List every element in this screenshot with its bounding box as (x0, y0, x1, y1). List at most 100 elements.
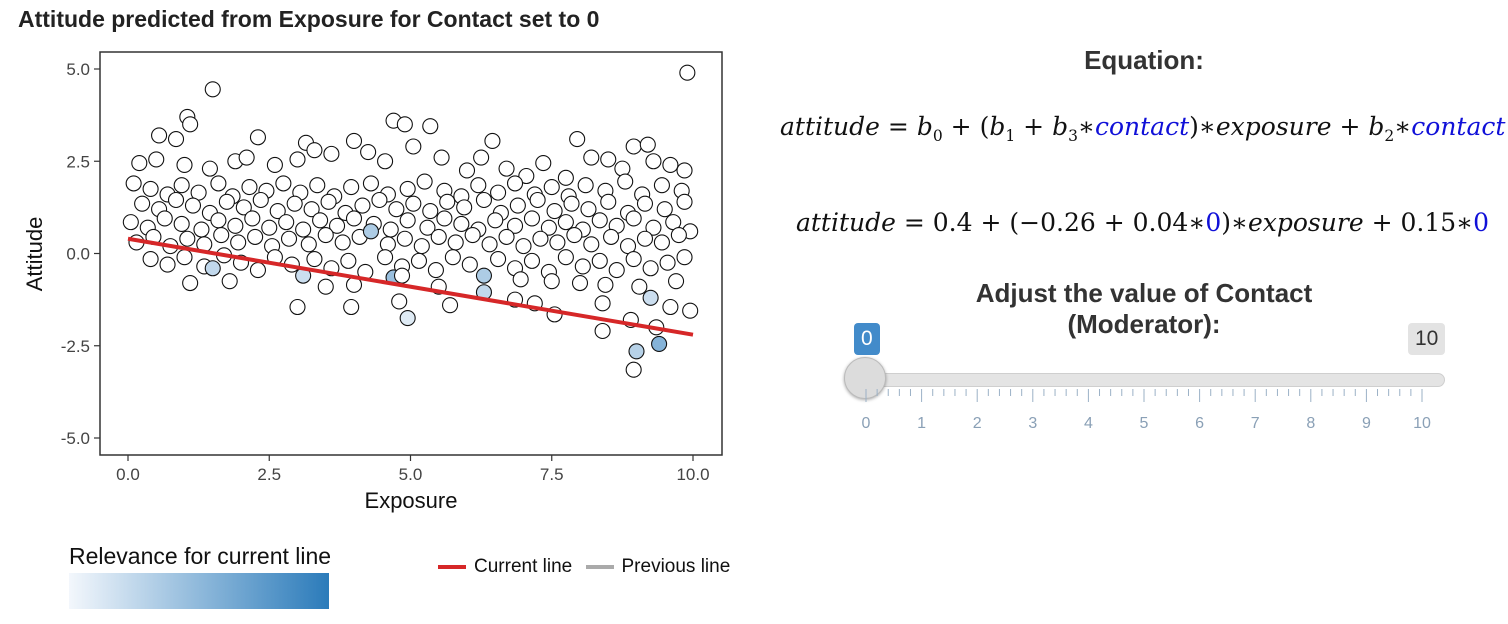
slider-tick-label: 6 (1195, 415, 1204, 432)
eq-times: ∗ (1198, 112, 1216, 141)
data-point (639, 136, 656, 153)
y-axis: -5.0 -2.5 0.0 2.5 5.0 (61, 60, 100, 448)
data-point (159, 256, 176, 273)
data-point (238, 149, 255, 166)
data-point (391, 293, 408, 310)
eq-times: ∗ (1230, 208, 1248, 237)
x-axis-label: Exposure (365, 488, 458, 513)
data-point (235, 199, 252, 216)
data-point (422, 118, 439, 135)
data-point (625, 361, 642, 378)
eq-open-paren: ( (979, 112, 990, 141)
color-legend-gradient (69, 573, 329, 609)
x-tick-label: 2.5 (257, 465, 281, 484)
data-point (280, 230, 298, 247)
data-point (458, 162, 476, 179)
eq-predictor: exposure (1215, 112, 1332, 141)
data-point (303, 201, 320, 218)
data-point (340, 252, 357, 269)
x-axis: 0.0 2.5 5.0 7.5 10.0 (116, 455, 710, 484)
slider-tick-label: 10 (1413, 415, 1431, 432)
eq-b2-sub: 2 (1384, 127, 1395, 145)
eq-plus: + (1023, 112, 1045, 141)
eq-open-paren: ( (1009, 208, 1020, 237)
data-point (642, 289, 659, 306)
data-point (328, 217, 346, 234)
data-point (182, 116, 199, 133)
data-point (286, 195, 303, 212)
data-point (529, 191, 546, 209)
eq-moderator-value: 0 (1473, 208, 1490, 237)
data-point (345, 132, 363, 150)
data-point (490, 184, 507, 201)
data-point (269, 203, 286, 220)
data-point (221, 273, 238, 290)
data-point (523, 252, 541, 269)
data-point (603, 228, 620, 245)
x-tick-label: 0.0 (116, 465, 140, 484)
data-point (343, 298, 360, 316)
data-point (461, 256, 478, 273)
data-point (617, 173, 634, 190)
data-point (645, 219, 662, 236)
data-point (151, 127, 168, 144)
slider-handle[interactable] (844, 357, 886, 399)
equation-numeric: attitude = 0.4 + (−0.26 + 0.04∗0)∗exposu… (780, 208, 1505, 237)
data-point (413, 238, 430, 255)
data-point (430, 228, 447, 245)
data-point (662, 156, 679, 173)
data-point (230, 234, 247, 251)
data-point (532, 230, 549, 247)
contact-slider[interactable]: 0 10 0 1 2 3 4 5 6 7 8 9 10 (838, 320, 1458, 440)
data-point (354, 197, 371, 214)
data-point (360, 143, 377, 161)
data-point (295, 221, 312, 238)
color-legend-title: Relevance for current line (69, 543, 332, 569)
data-point (399, 212, 416, 229)
data-point (543, 273, 560, 290)
data-point (591, 212, 608, 229)
data-point (241, 179, 258, 196)
scatter-chart: -5.0 -2.5 0.0 2.5 5.0 0.0 2.5 5.0 7.5 10.0 Expos… (22, 51, 723, 513)
data-point (441, 297, 459, 314)
data-point (487, 212, 504, 229)
data-point (574, 258, 591, 275)
data-point (557, 214, 574, 231)
data-point (498, 228, 515, 245)
data-point (591, 252, 608, 269)
data-point (594, 295, 611, 312)
slider-tick-label: 7 (1251, 415, 1260, 432)
y-tick-label: -2.5 (61, 337, 90, 356)
data-point (218, 193, 235, 210)
data-point (167, 191, 185, 209)
y-tick-label: -5.0 (61, 429, 90, 448)
data-point (645, 153, 662, 170)
data-point (557, 169, 574, 186)
data-point (244, 210, 261, 227)
eq-moderator: contact (1094, 112, 1190, 141)
data-point (583, 236, 600, 253)
data-point (213, 227, 230, 244)
slider-heading: Adjust the value of Contact (Moderator): (975, 278, 1313, 339)
data-point (515, 238, 532, 255)
data-point (399, 180, 416, 197)
eq-b0-sub: 0 (932, 127, 943, 145)
eq-b3: b (1052, 112, 1069, 141)
eq-intercept: 0.4 (932, 208, 973, 237)
eq-b1-sub: 1 (1005, 127, 1016, 145)
data-point (676, 193, 693, 210)
eq-b2: b (1368, 112, 1385, 141)
y-axis-label: Attitude (22, 217, 47, 292)
legend-item-current-line: Current line (438, 556, 572, 578)
data-point (275, 175, 292, 192)
data-point (320, 193, 337, 210)
data-point (523, 210, 541, 227)
data-point (252, 191, 269, 209)
data-point (506, 217, 524, 234)
data-point (569, 131, 586, 148)
x-tick-label: 7.5 (540, 465, 564, 484)
data-point (309, 177, 326, 194)
eq-times: ∗ (1456, 208, 1474, 237)
data-point (583, 149, 600, 166)
eq-b0: b (916, 112, 933, 141)
